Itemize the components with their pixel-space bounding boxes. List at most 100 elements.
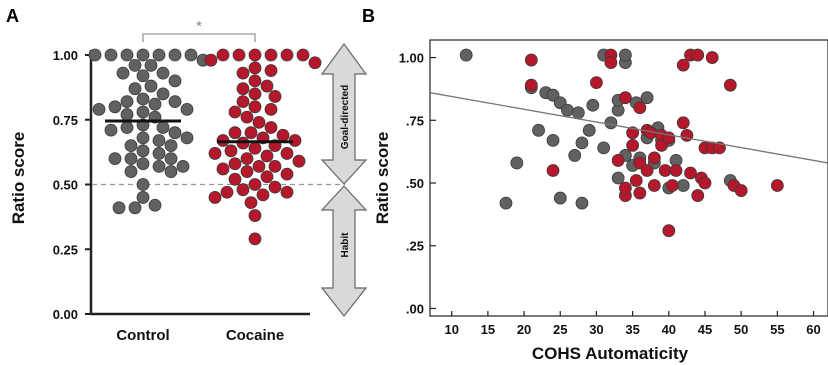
cocaine-dot [308, 56, 322, 70]
control-dot [176, 159, 190, 173]
control-dot [152, 159, 166, 173]
control-dot [104, 123, 118, 137]
panel-b-x-tick-label: 50 [734, 322, 748, 337]
cocaine-point [524, 78, 538, 92]
cocaine-dot [224, 144, 238, 158]
panel-a-y-tick-label: 1.00 [53, 48, 78, 63]
cocaine-point [590, 76, 603, 90]
cocaine-dot [256, 188, 270, 202]
cocaine-point [705, 51, 719, 64]
panel-b-x-axis-title: COHS Automaticity [532, 344, 689, 363]
panel-b-y-tick-label: .50 [406, 176, 424, 191]
significance-marker: * [196, 18, 202, 35]
control-dot [184, 48, 198, 62]
control-dot [156, 121, 170, 134]
cocaine-dot [268, 180, 282, 194]
cocaine-dot [240, 110, 254, 124]
control-dot [136, 48, 150, 62]
cocaine-dot [208, 191, 222, 204]
cocaine-dot [264, 121, 278, 134]
control-dot [144, 79, 158, 93]
cocaine-dot [216, 48, 230, 62]
control-dot [136, 131, 150, 145]
control-dot [128, 201, 142, 215]
cocaine-dot [240, 165, 254, 178]
panel-b-x-tick-label: 15 [481, 322, 495, 337]
control-point [597, 141, 611, 155]
category-label-cocaine: Cocaine [226, 327, 284, 344]
panel-b-x-tick-label: 55 [770, 322, 784, 337]
control-point [571, 106, 585, 120]
cocaine-dot [236, 183, 250, 197]
control-dot [156, 66, 170, 80]
cocaine-point [680, 128, 694, 142]
habit-arrow [320, 185, 368, 317]
panel-a-dots [88, 48, 322, 246]
control-point [582, 123, 596, 137]
cocaine-point [640, 164, 654, 177]
direction-arrows: Goal-directed Habit [320, 42, 368, 317]
cocaine-dot [248, 209, 262, 222]
panel-a: A Ratio score 0.00 0.25 0.50 0.75 1.00 * Con… [6, 6, 368, 344]
control-dot [108, 100, 122, 114]
cocaine-point [626, 138, 640, 152]
panel-b-y-axis-title: Ratio score [373, 132, 392, 225]
cocaine-dot [276, 128, 290, 142]
panel-b-plot-frame [429, 39, 828, 317]
control-dot [136, 92, 150, 106]
control-dot [120, 108, 134, 121]
control-dot [136, 157, 150, 171]
panel-b-x-tick-label: 60 [806, 322, 820, 337]
panel-a-y-tick-label: 0.25 [53, 242, 78, 257]
control-point [575, 136, 589, 150]
control-dot [164, 152, 178, 166]
cocaine-point [524, 53, 538, 67]
cocaine-dot [248, 74, 262, 88]
cocaine-point [626, 126, 640, 140]
cocaine-point [676, 58, 690, 72]
control-dot [168, 48, 182, 62]
control-dot [164, 139, 178, 153]
control-dot [120, 95, 134, 109]
control-dot [104, 48, 118, 62]
control-dot [128, 82, 142, 96]
control-point [553, 191, 567, 205]
panel-a-y-tick-label: 0.75 [53, 113, 78, 128]
cocaine-dot [204, 53, 218, 67]
panel-b-y-tick-label: .00 [406, 301, 424, 316]
cocaine-dot [236, 66, 250, 80]
cocaine-dot [264, 48, 278, 62]
cocaine-point [647, 179, 661, 192]
cocaine-dot [280, 185, 294, 199]
control-point [499, 196, 513, 210]
control-dot [168, 126, 182, 140]
control-dot [108, 152, 122, 166]
cocaine-dot [248, 48, 262, 62]
cocaine-dot [248, 100, 262, 114]
control-dot [168, 74, 182, 88]
cocaine-dot [260, 170, 274, 184]
cocaine-dot [248, 232, 262, 246]
control-dot [128, 58, 142, 72]
panel-b-letter: B [362, 6, 375, 26]
panel-b: B Ratio score COHS Automaticity .00 .25 .5… [362, 6, 828, 363]
control-dot [120, 121, 134, 134]
cocaine-point [633, 101, 647, 115]
cocaine-dot [264, 64, 278, 77]
cocaine-dot [268, 90, 282, 103]
cocaine-dot [252, 159, 266, 173]
control-dot [124, 165, 138, 178]
cocaine-dot [260, 149, 274, 163]
cocaine-dot [292, 154, 306, 168]
cocaine-point [604, 56, 618, 69]
control-dot [148, 97, 162, 111]
goal-directed-label: Goal-directed [340, 85, 351, 149]
panel-b-x-ticks: 10 15 20 25 30 35 40 45 50 55 60 [444, 311, 821, 337]
cocaine-dot [248, 141, 262, 155]
panel-b-x-tick-label: 20 [517, 322, 531, 337]
cocaine-dot [236, 95, 250, 109]
panel-b-x-tick-label: 45 [698, 322, 712, 337]
control-dot [144, 58, 158, 72]
control-dot [116, 66, 130, 80]
